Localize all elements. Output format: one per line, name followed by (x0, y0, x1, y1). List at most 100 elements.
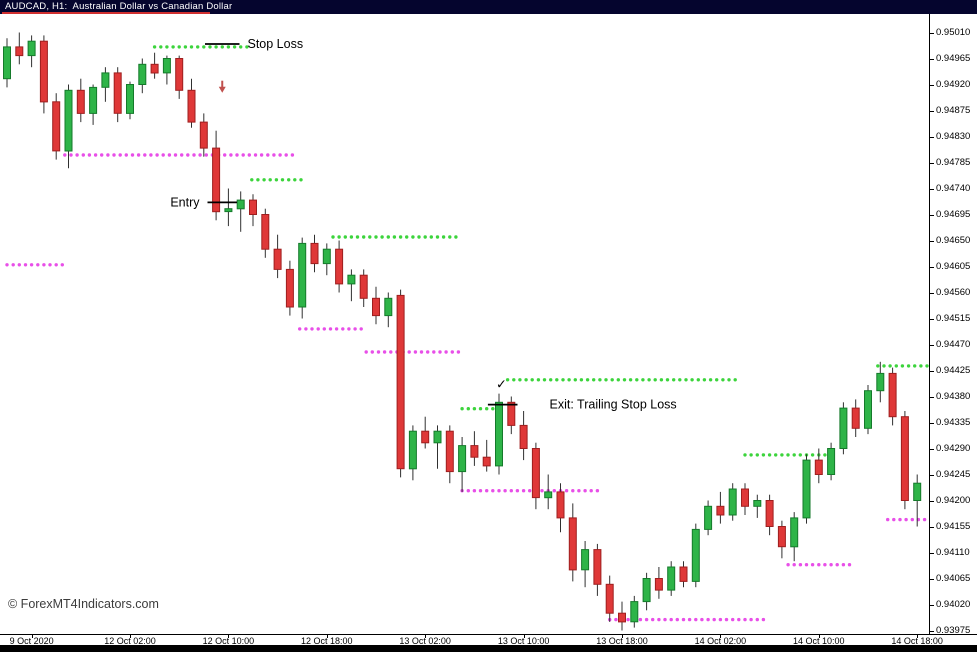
indicator-dot (5, 263, 9, 267)
bear-candle-body (507, 401, 516, 426)
bear-candle-body (900, 416, 909, 502)
watermark: © ForexMT4Indicators.com (8, 597, 159, 611)
bull-candle-body (864, 390, 872, 429)
indicator-dot (63, 153, 67, 157)
price-axis-tick (930, 214, 934, 216)
indicator-dot (564, 489, 569, 493)
indicator-dot (614, 617, 618, 622)
indicator-dot (250, 178, 254, 182)
indicator-dot (626, 617, 630, 622)
indicator-dot (910, 517, 914, 522)
indicator-dot (638, 617, 643, 622)
indicator-dot (359, 327, 363, 331)
indicator-dot (380, 235, 384, 239)
indicator-dot (589, 489, 593, 493)
bear-candle-body (39, 40, 48, 103)
indicator-dot (644, 617, 649, 622)
indicator-dot (702, 378, 707, 382)
bear-candle-body (249, 199, 257, 216)
indicator-dot (435, 235, 440, 239)
indicator-dot (512, 378, 516, 382)
indicator-dot (708, 378, 713, 382)
indicator-dot (226, 45, 231, 49)
bear-candle-body (372, 297, 380, 317)
bull-candle-body (691, 528, 700, 582)
indicator-dot (426, 350, 430, 354)
indicator-dot (524, 378, 528, 382)
indicator-dot (349, 235, 354, 239)
indicator-dot (886, 517, 890, 522)
indicator-dot (755, 617, 759, 622)
title-underline (2, 12, 210, 14)
price-axis-label: 0.94335 (936, 417, 971, 428)
indicator-dot (521, 489, 526, 493)
bull-candle-body (913, 482, 922, 502)
indicator-dot (241, 153, 245, 157)
time-axis-label: 14 Oct 02:00 (694, 636, 747, 646)
bear-candle-body (814, 459, 823, 476)
indicator-dot (749, 617, 753, 622)
indicator-dot (17, 263, 21, 267)
indicator-dot (220, 45, 224, 49)
indicator-dot (466, 489, 470, 493)
indicator-dot (407, 350, 411, 354)
price-axis-tick (930, 500, 934, 502)
indicator-dot (678, 378, 682, 382)
indicator-dot (792, 563, 796, 567)
price-axis-label: 0.94920 (936, 79, 971, 90)
price-axis-tick (930, 526, 934, 528)
bull-candle-body (790, 517, 799, 548)
indicator-dot (136, 153, 141, 157)
indicator-dot (718, 617, 723, 622)
bull-candle-body (347, 274, 356, 285)
indicator-dot (684, 378, 688, 382)
indicator-dot (204, 153, 208, 157)
indicator-dot (786, 563, 790, 567)
price-axis-label: 0.94560 (936, 287, 971, 298)
indicator-dot (112, 153, 116, 157)
bear-candle-body (52, 101, 61, 152)
bull-candle-body (802, 459, 811, 519)
indicator-dot (262, 178, 266, 182)
bear-candle-body (445, 430, 454, 473)
indicator-dot (472, 407, 477, 411)
indicator-dot (374, 235, 378, 239)
price-axis-label: 0.94200 (936, 495, 971, 506)
price-axis-label: 0.94785 (936, 157, 971, 168)
indicator-dot (341, 327, 345, 331)
indicator-dot (161, 153, 165, 157)
indicator-dot (69, 153, 73, 157)
bear-candle-body (519, 424, 528, 449)
indicator-dot (256, 178, 260, 182)
indicator-dot (888, 364, 892, 368)
bear-candle-body (654, 578, 663, 591)
time-axis-tick (425, 635, 427, 638)
indicator-dot (906, 364, 911, 368)
indicator-dot (159, 45, 163, 49)
indicator-dot (441, 235, 446, 239)
bull-candle-body (236, 199, 245, 210)
bear-candle-body (15, 46, 24, 57)
bear-candle-body (175, 58, 184, 91)
indicator-dot (290, 153, 295, 157)
indicator-dot (235, 153, 239, 157)
indicator-dot (798, 453, 802, 457)
indicator-dot (152, 45, 157, 49)
indicator-dot (700, 617, 704, 622)
bull-candle-body (298, 242, 307, 308)
trade-annotations: Stop Loss Entry Exit: Trailing Stop Loss ✓ (170, 37, 676, 412)
indicator-dot (423, 235, 427, 239)
price-axis-label: 0.93975 (936, 625, 971, 636)
bull-candle-body (126, 84, 134, 114)
indicator-dot (491, 489, 495, 493)
indicator-dot (208, 45, 212, 49)
indicator-dot (774, 453, 778, 457)
indicator-dot (429, 235, 433, 239)
indicator-dot (81, 153, 86, 157)
indicator-dot (681, 617, 686, 622)
indicator-dot (362, 235, 366, 239)
indicator-dot (651, 617, 655, 622)
indicator-dot (509, 489, 513, 493)
price-axis-label: 0.94065 (936, 573, 971, 584)
indicator-dot (466, 407, 470, 411)
